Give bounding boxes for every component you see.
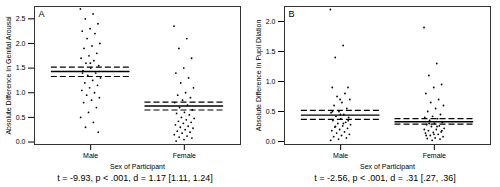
svg-text:Sex of Participant: Sex of Participant [110,163,165,171]
html-text:t = -9.93, p < .001, d = 1.17: t = -9.93, p < .001, d = 1.17 [1.11, 1.2… [57,173,213,183]
svg-text:2.0: 2.0 [266,18,276,25]
svg-text:1.0: 1.0 [16,89,26,96]
svg-text:A: A [39,9,45,19]
svg-text:1.5: 1.5 [266,48,276,55]
svg-text:Absolute Difference In Pupil D: Absolute Difference In Pupil Dilation [255,20,263,132]
svg-text:B: B [289,9,295,19]
svg-text:2.0: 2.0 [16,40,26,47]
svg-text:0.5: 0.5 [266,108,276,115]
svg-text:Male: Male [333,152,348,159]
svg-text:Male: Male [83,152,98,159]
html-text:t = -2.56, p < .001, d = .31 [: t = -2.56, p < .001, d = .31 [.27, .36] [314,173,456,183]
svg-text:Female: Female [173,152,196,159]
svg-text:2.5: 2.5 [16,15,26,22]
svg-text:Female: Female [423,152,446,159]
svg-text:0.0: 0.0 [16,138,26,145]
svg-text:0.5: 0.5 [16,114,26,121]
svg-text:Absolute Difference In Genital: Absolute Difference In Genital Arousal [5,16,12,135]
svg-text:1.0: 1.0 [266,78,276,85]
svg-text:0.0: 0.0 [266,138,276,145]
svg-text:1.5: 1.5 [16,64,26,71]
svg-text:Sex of Participant: Sex of Participant [360,163,415,171]
